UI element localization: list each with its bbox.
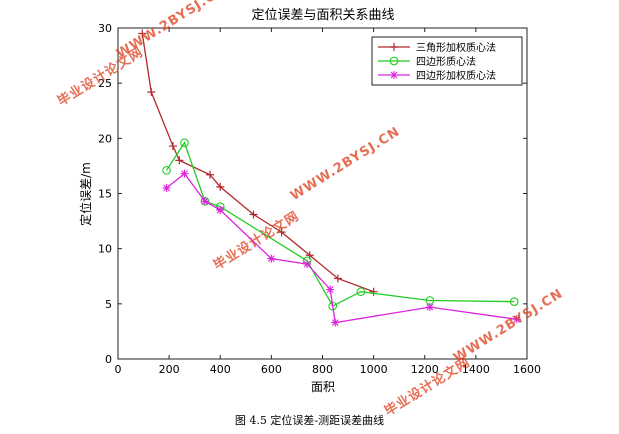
data-point [369,287,378,296]
data-point [168,142,177,151]
data-point [175,156,184,165]
y-tick-label: 0 [105,353,112,366]
series-line [166,172,517,324]
legend-item: 三角形加权质心法 [378,41,496,54]
x-tick-label: 400 [210,363,231,376]
y-tick-label: 30 [98,22,112,35]
series-layer [138,29,521,327]
data-point [138,29,147,38]
legend-item: 四边形加权质心法 [378,69,496,82]
data-point [216,206,225,215]
x-tick-label: 1000 [360,363,388,376]
data-point [180,138,189,148]
data-point [333,274,342,283]
data-point [180,169,189,178]
data-point [147,87,156,96]
x-tick-label: 1200 [411,363,439,376]
data-point [303,260,312,269]
y-tick-label: 5 [105,298,112,311]
data-point [277,228,286,237]
data-point [425,303,434,312]
y-tick-label: 15 [98,188,112,201]
x-tick-label: 600 [261,363,282,376]
legend-label: 四边形加权质心法 [416,69,496,82]
data-point [249,210,258,219]
data-point [206,170,215,179]
data-point [389,56,399,66]
x-axis-label: 面积 [311,380,335,394]
legend-item: 四边形质心法 [378,55,476,68]
data-point [200,197,209,206]
data-point [390,71,398,79]
data-point [162,165,171,175]
x-tick-label: 0 [115,363,122,376]
y-tick-label: 10 [98,243,112,256]
data-point [267,254,276,263]
data-point [356,287,366,297]
data-point [512,315,521,324]
figure-caption: 图 4.5 定位误差-测距误差曲线 [234,414,385,427]
chart-title: 定位误差与面积关系曲线 [251,8,394,23]
legend-label: 三角形加权质心法 [416,41,496,54]
y-tick-label: 25 [98,77,112,90]
legend-label: 四边形质心法 [416,55,476,68]
x-tick-label: 1400 [462,363,490,376]
data-point [509,297,519,306]
data-point [162,183,171,192]
x-tick-label: 200 [159,363,180,376]
data-point [331,318,340,327]
axis-ticks: 0 200 400 600 800 1000 1200 1400 1600 0 5 10 15 20 25 3… [98,22,541,376]
y-tick-label: 20 [98,132,112,145]
data-point [326,285,335,294]
x-tick-label: 1600 [513,363,541,376]
data-point [216,182,225,191]
y-axis-label: 定位误差/m [78,162,93,226]
data-point [390,43,398,51]
series-1 [138,29,378,296]
x-tick-label: 800 [312,363,333,376]
series-3 [162,169,521,327]
